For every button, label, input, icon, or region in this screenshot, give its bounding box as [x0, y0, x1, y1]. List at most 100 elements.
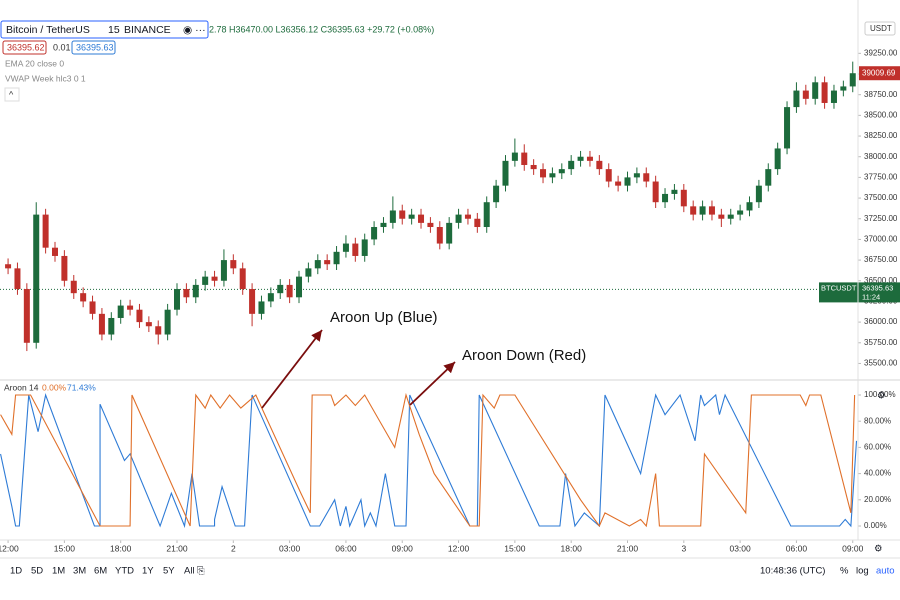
- candle-body: [389, 210, 396, 223]
- range-button[interactable]: 1M: [52, 566, 65, 577]
- x-tick-label: 03:00: [729, 543, 751, 553]
- candle-body: [746, 202, 753, 211]
- candle-body: [427, 222, 434, 228]
- candle-body: [183, 289, 190, 298]
- candle-body: [521, 152, 528, 165]
- buy-price: 36395.63: [76, 42, 114, 52]
- candle-body: [558, 169, 565, 174]
- candle-body: [5, 264, 12, 269]
- candle-body: [652, 181, 659, 203]
- aroon-line: [0, 392, 856, 528]
- candle-body: [314, 260, 321, 269]
- candle-body: [464, 214, 471, 219]
- candle-body: [802, 90, 809, 99]
- reference-badge: [819, 282, 859, 303]
- interval: 15: [108, 24, 120, 36]
- indicator-label: EMA 20 close 0: [5, 58, 64, 68]
- range-button[interactable]: 1D: [10, 566, 22, 577]
- axis-unit: USDT: [870, 24, 892, 33]
- candle-body: [830, 90, 837, 103]
- y-tick-label: 100.00%: [864, 390, 896, 399]
- candle-body: [371, 227, 378, 240]
- candle-body: [643, 173, 650, 182]
- candle-body: [774, 148, 781, 170]
- candle-body: [155, 326, 162, 335]
- candle-body: [117, 305, 124, 318]
- symbol-box[interactable]: [0, 20, 209, 39]
- replay-icon[interactable]: ⎘: [197, 566, 205, 577]
- range-button[interactable]: 6M: [94, 566, 107, 577]
- collapse-button[interactable]: [4, 87, 20, 102]
- candle-body: [127, 305, 134, 310]
- candle-body: [70, 280, 77, 294]
- candle-body: [662, 193, 669, 203]
- annotation: Aroon Down (Red): [462, 347, 586, 364]
- annotation: Aroon Up (Blue): [330, 309, 438, 326]
- x-tick-label: 09:00: [392, 543, 414, 553]
- eye-icon[interactable]: ◉ ···: [183, 24, 206, 36]
- candle-body: [418, 214, 425, 223]
- candle-body: [699, 206, 706, 215]
- candle-body: [793, 90, 800, 108]
- candle-body: [737, 210, 744, 215]
- y-tick-label: 35750.00: [864, 338, 898, 347]
- range-button[interactable]: YTD: [115, 566, 134, 577]
- candle-body: [89, 301, 96, 314]
- x-tick-label: 06:00: [335, 543, 357, 553]
- candle-body: [192, 284, 199, 298]
- y-tick-label: 0.00%: [864, 521, 887, 530]
- candle-body: [108, 317, 115, 335]
- indicator-label: VWAP Week hlc3 0 1: [5, 73, 86, 83]
- candle-body: [577, 156, 584, 161]
- range-button[interactable]: 5Y: [163, 566, 175, 577]
- candle-body: [540, 169, 547, 178]
- y-tick-label: 39250.00: [864, 48, 898, 57]
- candle-body: [164, 309, 171, 335]
- range-button[interactable]: All: [184, 566, 195, 577]
- annotation-arrow: [261, 329, 323, 409]
- candle-body: [784, 107, 791, 149]
- y-tick-label: 36000.00: [864, 317, 898, 326]
- y-tick-label: 20.00%: [864, 495, 891, 504]
- range-button[interactable]: 1Y: [142, 566, 154, 577]
- buy-box[interactable]: [71, 40, 116, 55]
- option[interactable]: log: [856, 566, 869, 577]
- candle-body: [624, 177, 631, 186]
- option[interactable]: auto: [876, 566, 895, 577]
- candle-body: [174, 289, 181, 310]
- y-tick-label: 38250.00: [864, 131, 898, 140]
- sell-price: 36395.62: [7, 42, 45, 52]
- sell-box[interactable]: [2, 40, 47, 55]
- candle-body: [286, 284, 293, 298]
- range-button[interactable]: 3M: [73, 566, 86, 577]
- settings-icon[interactable]: ⚙: [877, 391, 886, 402]
- candle-body: [586, 156, 593, 161]
- option[interactable]: %: [840, 566, 849, 577]
- candle-body: [296, 276, 303, 298]
- candle-body: [446, 222, 453, 244]
- y-tick-label: 37250.00: [864, 214, 898, 223]
- readout: 0.00%: [42, 382, 67, 392]
- spread: 0.01: [53, 42, 71, 52]
- y-tick-label: 36500.00: [864, 276, 898, 285]
- candle-body: [239, 268, 246, 290]
- range-button[interactable]: 5D: [31, 566, 43, 577]
- candle-body: [511, 152, 518, 161]
- unit-box[interactable]: [864, 21, 896, 36]
- candle-body: [145, 322, 152, 327]
- candle-body: [680, 189, 687, 207]
- candle-body: [324, 260, 331, 265]
- x-tick-label: 09:00: [842, 543, 864, 553]
- candle-body: [615, 181, 622, 186]
- x-tick-label: 15:00: [54, 543, 76, 553]
- candle-body: [765, 169, 772, 186]
- candle-body: [483, 202, 490, 228]
- candle-body: [305, 268, 312, 277]
- candle-body: [408, 214, 415, 219]
- candle-body: [333, 251, 340, 265]
- candle-body: [258, 301, 265, 314]
- candle-body: [727, 214, 734, 219]
- settings-icon[interactable]: ⚙: [874, 544, 883, 555]
- y-tick-label: 37750.00: [864, 173, 898, 182]
